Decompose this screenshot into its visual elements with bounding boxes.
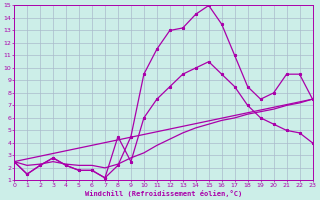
- X-axis label: Windchill (Refroidissement éolien,°C): Windchill (Refroidissement éolien,°C): [85, 190, 242, 197]
